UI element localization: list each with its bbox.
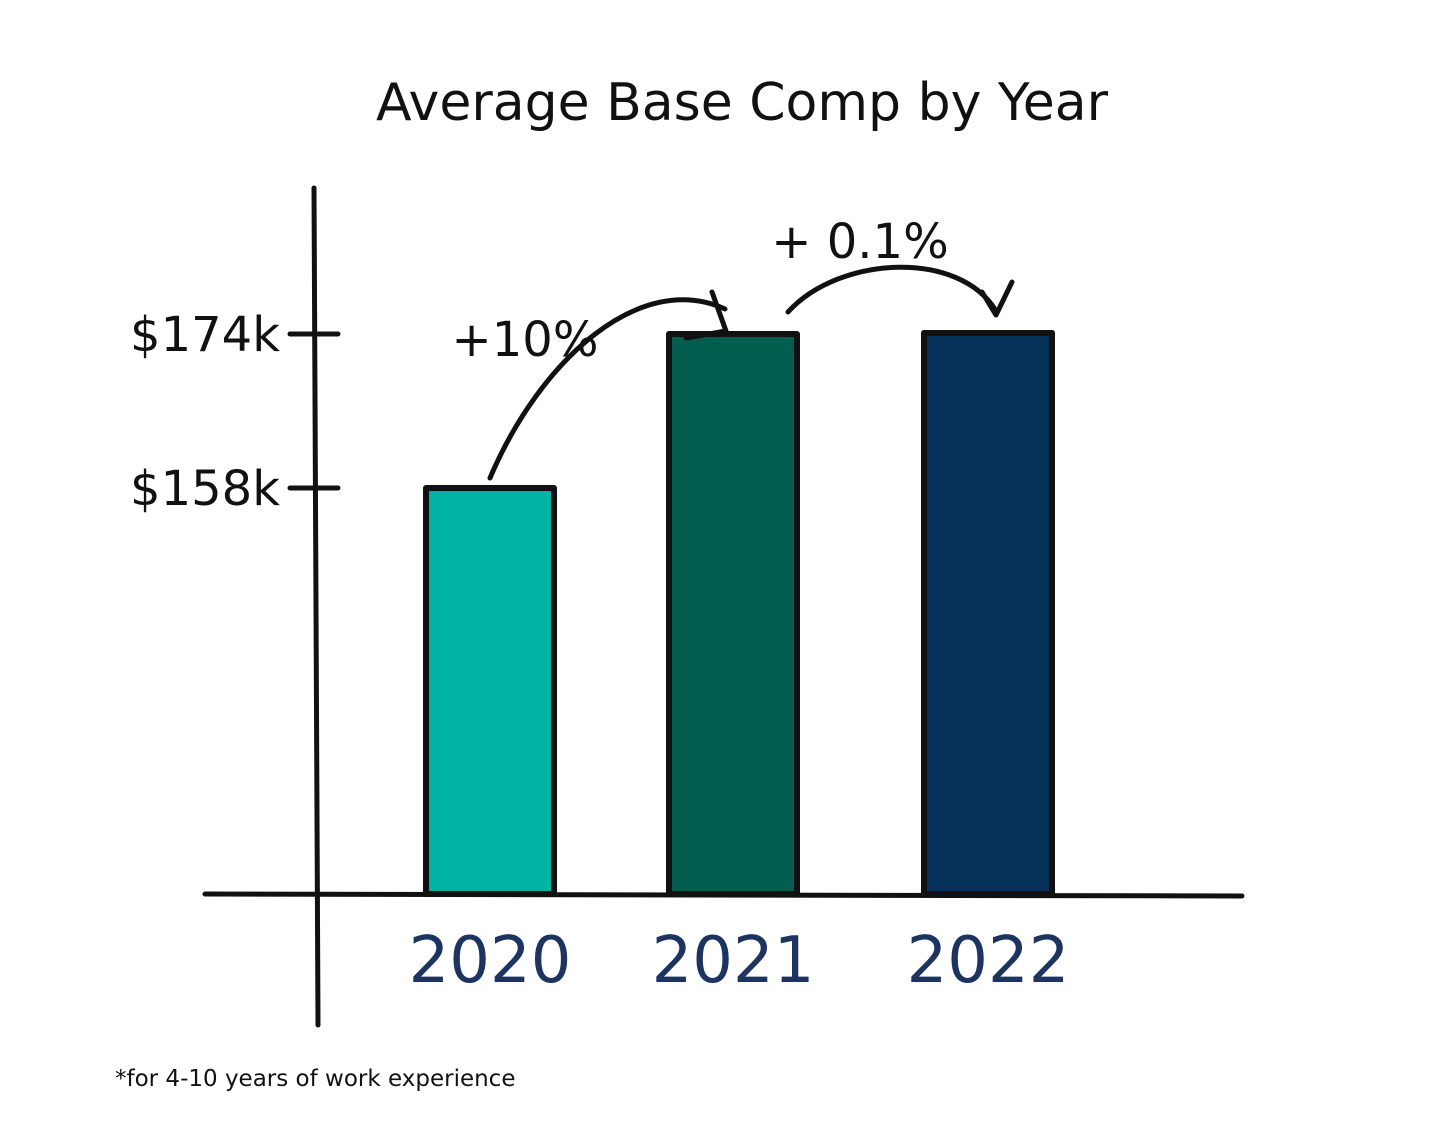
growth-arrow-2021-2022 (785, 264, 999, 315)
x-tick-label-2022: 2022 (907, 924, 1070, 998)
x-labels-layer: 2020 2021 2022 (409, 924, 1070, 998)
growth-label-2021-2022: + 0.1% (771, 214, 948, 270)
y-tick-label: $158k (130, 461, 280, 517)
bars-layer (423, 330, 1055, 898)
bar-2021 (666, 331, 800, 897)
x-tick-label-2021: 2021 (652, 924, 815, 998)
annotations-layer: +10% + 0.1% (452, 214, 1015, 481)
arrowhead-2021-2022 (979, 279, 1015, 318)
bar-2020 (423, 485, 557, 897)
growth-arrow-2020-2021 (487, 297, 728, 481)
x-tick-label-2020: 2020 (409, 924, 572, 998)
chart-title: Average Base Comp by Year (376, 73, 1109, 133)
y-ticks-layer: $158k $174k (130, 307, 341, 517)
arrowhead-2020-2021 (683, 289, 729, 341)
growth-label-2020-2021: +10% (452, 312, 599, 368)
y-axis (311, 185, 321, 1028)
bar-2022 (921, 330, 1055, 898)
footnote: *for 4-10 years of work experience (115, 1066, 515, 1092)
y-tick-label: $174k (130, 307, 280, 363)
